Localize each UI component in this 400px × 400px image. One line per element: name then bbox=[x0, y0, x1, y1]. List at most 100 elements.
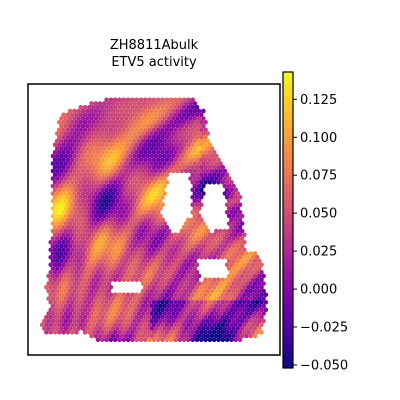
spatial-spot bbox=[194, 254, 200, 260]
spatial-spot bbox=[239, 318, 245, 324]
spatial-spot bbox=[134, 135, 139, 140]
spatial-spot bbox=[263, 307, 269, 313]
spatial-spot bbox=[128, 198, 133, 204]
spatial-spot bbox=[190, 315, 195, 320]
spatial-spot bbox=[166, 311, 172, 316]
spatial-spot bbox=[194, 262, 200, 268]
spatial-spot bbox=[211, 247, 217, 253]
spatial-spot bbox=[132, 326, 137, 331]
spatial-spot bbox=[72, 176, 77, 181]
spatial-spot bbox=[190, 202, 195, 208]
spatial-spot bbox=[63, 288, 69, 294]
spatial-spot bbox=[115, 326, 120, 331]
spatial-spot bbox=[192, 318, 198, 324]
spatial-spot bbox=[85, 236, 90, 241]
spatial-spot bbox=[173, 97, 178, 103]
spatial-spot bbox=[149, 243, 155, 249]
spatial-spot bbox=[110, 213, 116, 219]
spatial-spot bbox=[80, 183, 86, 189]
spatial-spot bbox=[59, 123, 64, 129]
spatial-spot bbox=[177, 307, 183, 313]
spatial-spot bbox=[242, 330, 247, 335]
spatial-spot bbox=[39, 322, 45, 328]
spatial-spot bbox=[147, 270, 152, 275]
spatial-spot bbox=[93, 116, 99, 121]
spatial-spot bbox=[97, 251, 103, 256]
spatial-spot bbox=[106, 296, 112, 301]
spatial-spot bbox=[87, 277, 92, 283]
spatial-spot bbox=[80, 213, 86, 219]
spatial-spot bbox=[54, 251, 60, 256]
spatial-spot bbox=[162, 108, 167, 114]
spatial-spot bbox=[110, 243, 116, 249]
spatial-spot bbox=[201, 303, 206, 309]
spatial-spot bbox=[194, 217, 200, 223]
spatial-spot bbox=[108, 232, 114, 238]
spatial-spot bbox=[125, 262, 131, 268]
spatial-spot bbox=[136, 131, 142, 136]
spatial-spot bbox=[78, 195, 84, 200]
spatial-spot bbox=[91, 180, 96, 185]
spatial-spot bbox=[199, 292, 204, 298]
spatial-spot bbox=[106, 123, 112, 129]
spatial-spot bbox=[224, 254, 230, 260]
spatial-spot bbox=[239, 251, 245, 256]
spatial-spot bbox=[54, 281, 60, 286]
spatial-spot bbox=[147, 120, 152, 125]
spatial-spot bbox=[220, 292, 226, 298]
spatial-spot bbox=[50, 206, 56, 211]
spatial-spot bbox=[97, 228, 103, 234]
spatial-spot bbox=[121, 187, 127, 193]
spatial-spot bbox=[69, 285, 75, 290]
spatial-spot bbox=[222, 176, 228, 181]
spatial-spot bbox=[76, 213, 81, 219]
spatial-spot bbox=[57, 210, 62, 215]
spatial-spot bbox=[181, 247, 187, 253]
spatial-spot bbox=[93, 191, 99, 196]
spatial-spot bbox=[199, 307, 204, 313]
spatial-spot bbox=[110, 176, 116, 181]
spatial-spot bbox=[244, 251, 249, 256]
spatial-spot bbox=[52, 142, 58, 148]
spatial-spot bbox=[173, 337, 178, 343]
spatial-spot bbox=[100, 157, 105, 163]
spatial-spot bbox=[171, 318, 176, 324]
spatial-spot bbox=[177, 300, 183, 305]
spatial-spot bbox=[61, 217, 66, 223]
spatial-spot bbox=[138, 330, 144, 335]
spatial-spot bbox=[93, 131, 99, 136]
spatial-spot bbox=[106, 176, 112, 181]
spatial-spot bbox=[69, 225, 75, 230]
spatial-spot bbox=[183, 168, 189, 174]
spatial-spot bbox=[112, 254, 118, 260]
spatial-spot bbox=[203, 337, 208, 343]
spatial-spot bbox=[100, 210, 105, 215]
spatial-spot bbox=[72, 288, 77, 294]
spatial-spot bbox=[85, 138, 90, 144]
spatial-spot bbox=[214, 296, 219, 301]
spatial-spot bbox=[173, 240, 178, 245]
spatial-spot bbox=[132, 258, 137, 264]
spatial-spot bbox=[160, 247, 165, 253]
spatial-spot bbox=[229, 300, 234, 305]
spatial-spot bbox=[192, 281, 198, 286]
spatial-spot bbox=[100, 240, 105, 245]
spatial-spot bbox=[183, 243, 189, 249]
spatial-spot bbox=[199, 247, 204, 253]
spatial-spot bbox=[192, 303, 198, 309]
spatial-spot bbox=[158, 266, 163, 271]
spatial-spot bbox=[115, 123, 120, 129]
spatial-spot bbox=[123, 161, 129, 166]
spatial-spot bbox=[52, 232, 58, 238]
spatial-spot bbox=[80, 326, 86, 331]
spatial-spot bbox=[147, 337, 152, 343]
spatial-spot bbox=[235, 273, 241, 279]
spatial-spot bbox=[196, 198, 202, 204]
spatial-spot bbox=[156, 262, 161, 268]
spatial-spot bbox=[226, 176, 232, 181]
spatial-spot bbox=[108, 262, 114, 268]
spatial-spot bbox=[233, 322, 238, 328]
spatial-spot bbox=[194, 172, 200, 178]
spatial-spot bbox=[158, 146, 163, 151]
spatial-spot bbox=[119, 318, 124, 324]
